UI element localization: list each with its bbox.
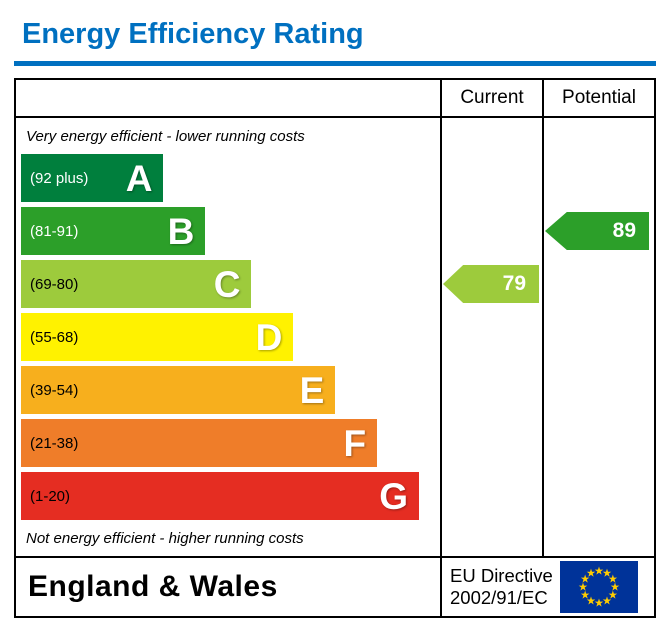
- band-row-a: (92 plus) A: [16, 154, 654, 202]
- column-header-current: Current: [440, 80, 542, 116]
- band-range-label: (81-91): [30, 222, 79, 240]
- band-bar-c: (69-80) C: [21, 260, 252, 308]
- band-letter: G: [379, 475, 409, 517]
- band-bar-d: (55-68) D: [21, 313, 294, 361]
- band-row-d: (55-68) D: [16, 313, 654, 361]
- band-row-c: (69-80) C 79: [16, 260, 654, 308]
- bottom-note: Not energy efficient - higher running co…: [26, 530, 304, 547]
- table-header: Current Potential: [16, 80, 654, 118]
- band-bar-e: (39-54) E: [21, 366, 336, 414]
- potential-rating-indicator: 89: [545, 212, 649, 250]
- band-row-b: (81-91) B 89: [16, 207, 654, 255]
- band-range-label: (69-80): [30, 275, 79, 293]
- band-letter: F: [343, 422, 367, 464]
- band-bar-b: (81-91) B: [21, 207, 206, 255]
- band-range-label: (55-68): [30, 328, 79, 346]
- band-letter: B: [167, 210, 195, 252]
- current-rating-indicator: 79: [443, 265, 539, 303]
- eu-flag-icon: [559, 561, 638, 613]
- eu-directive-cell: EU Directive 2002/91/EC: [440, 558, 654, 616]
- band-letter: C: [213, 263, 241, 305]
- table-footer: England & Wales EU Directive 2002/91/EC: [16, 556, 654, 616]
- chart-body: Very energy efficient - lower running co…: [16, 118, 654, 556]
- band-letter: A: [125, 157, 153, 199]
- band-range-label: (39-54): [30, 381, 79, 399]
- page-title: Energy Efficiency Rating: [22, 18, 364, 50]
- energy-rating-table: Current Potential Very energy efficient …: [14, 78, 656, 618]
- band-bar-f: (21-38) F: [21, 419, 378, 467]
- eu-directive-text: EU Directive 2002/91/EC: [450, 565, 553, 609]
- band-row-e: (39-54) E: [16, 366, 654, 414]
- eu-directive-line2: 2002/91/EC: [450, 587, 548, 608]
- header-spacer: [16, 80, 440, 116]
- title-underline: [14, 61, 656, 66]
- band-letter: D: [255, 316, 283, 358]
- band-range-label: (92 plus): [30, 169, 89, 187]
- region-label: England & Wales: [28, 570, 278, 603]
- band-bar-g: (1-20) G: [21, 472, 420, 520]
- band-row-g: (1-20) G: [16, 472, 654, 520]
- top-note: Very energy efficient - lower running co…: [26, 128, 305, 145]
- column-divider-current: [440, 118, 442, 556]
- eu-directive-line1: EU Directive: [450, 564, 553, 586]
- band-range-label: (21-38): [30, 434, 79, 452]
- eu-flag-stars: [578, 566, 620, 607]
- band-bar-a: (92 plus) A: [21, 154, 164, 202]
- band-letter: E: [299, 369, 325, 411]
- column-divider-potential: [542, 118, 544, 556]
- band-row-f: (21-38) F: [16, 419, 654, 467]
- column-header-potential: Potential: [542, 80, 654, 116]
- band-range-label: (1-20): [30, 487, 71, 505]
